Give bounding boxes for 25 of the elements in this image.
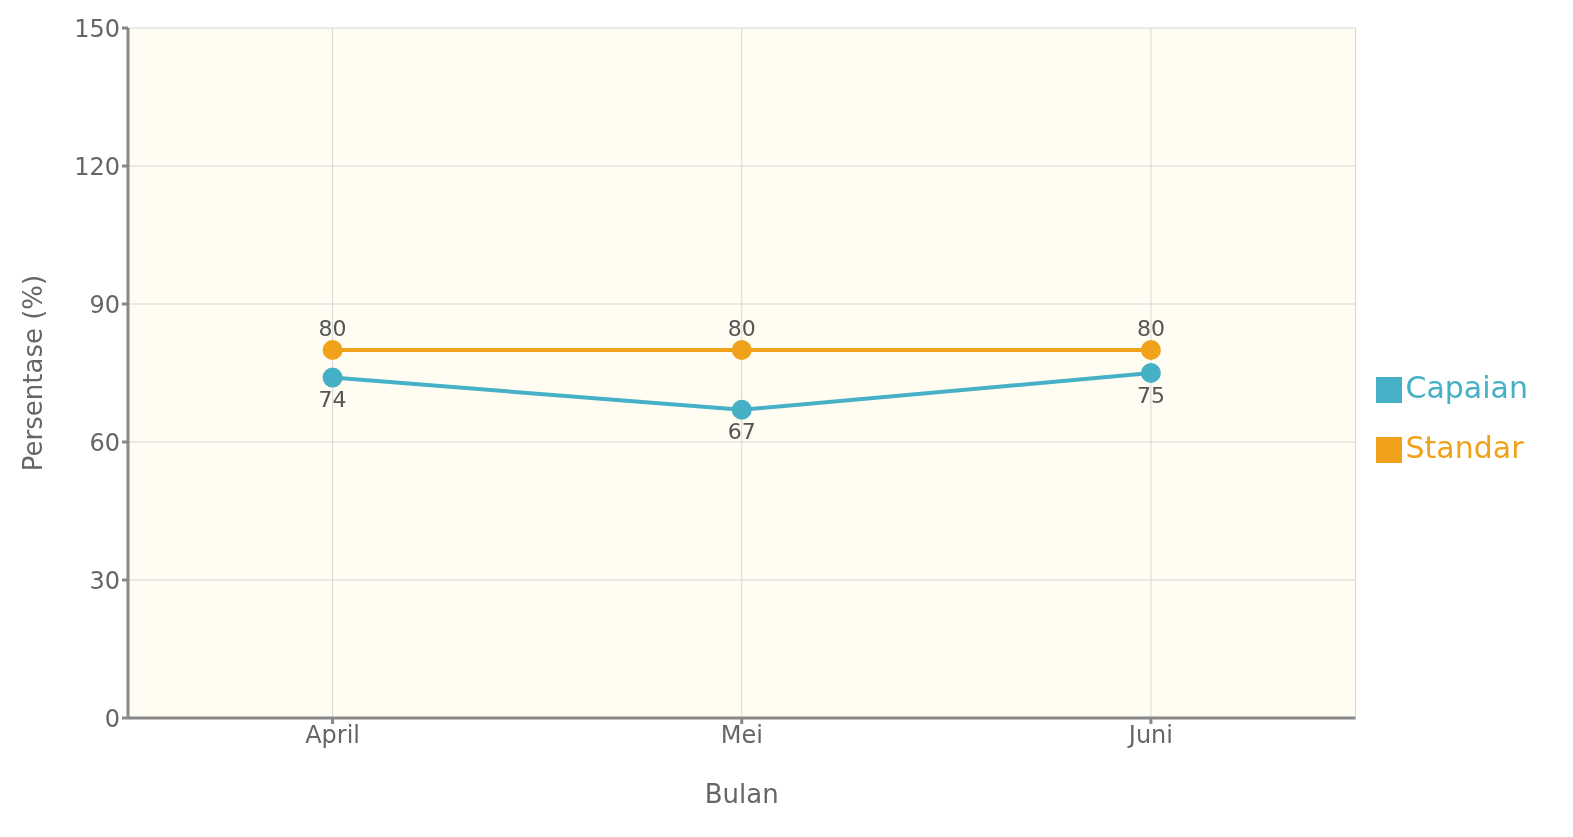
x-axis-title: Bulan — [704, 779, 779, 809]
legend-label: Standar — [1405, 430, 1524, 465]
y-tick-label: 120 — [74, 152, 120, 181]
point — [731, 399, 752, 420]
point — [322, 340, 343, 360]
data-label: 80 — [1136, 316, 1165, 341]
y-tick-label: 90 — [89, 290, 120, 319]
x-tick-label: Juni — [1126, 721, 1173, 750]
y-tick-label: 150 — [74, 14, 120, 43]
data-label: 75 — [1136, 382, 1165, 408]
point — [1140, 340, 1161, 360]
y-axis-title: Persentase (%) — [18, 274, 49, 472]
data-label: 67 — [727, 419, 756, 445]
point — [322, 367, 343, 388]
x-tick-label: Mei — [720, 721, 763, 750]
data-label: 80 — [318, 316, 347, 341]
y-tick-label: 30 — [89, 566, 120, 595]
data-label: 74 — [318, 387, 347, 413]
point — [731, 340, 752, 360]
data-label: 80 — [727, 316, 756, 341]
y-tick-label: 60 — [89, 428, 120, 457]
x-tick-label: April — [305, 721, 361, 750]
y-tick-label: 0 — [104, 704, 120, 733]
point — [1140, 363, 1161, 383]
legend-label: Capaian — [1405, 370, 1528, 405]
